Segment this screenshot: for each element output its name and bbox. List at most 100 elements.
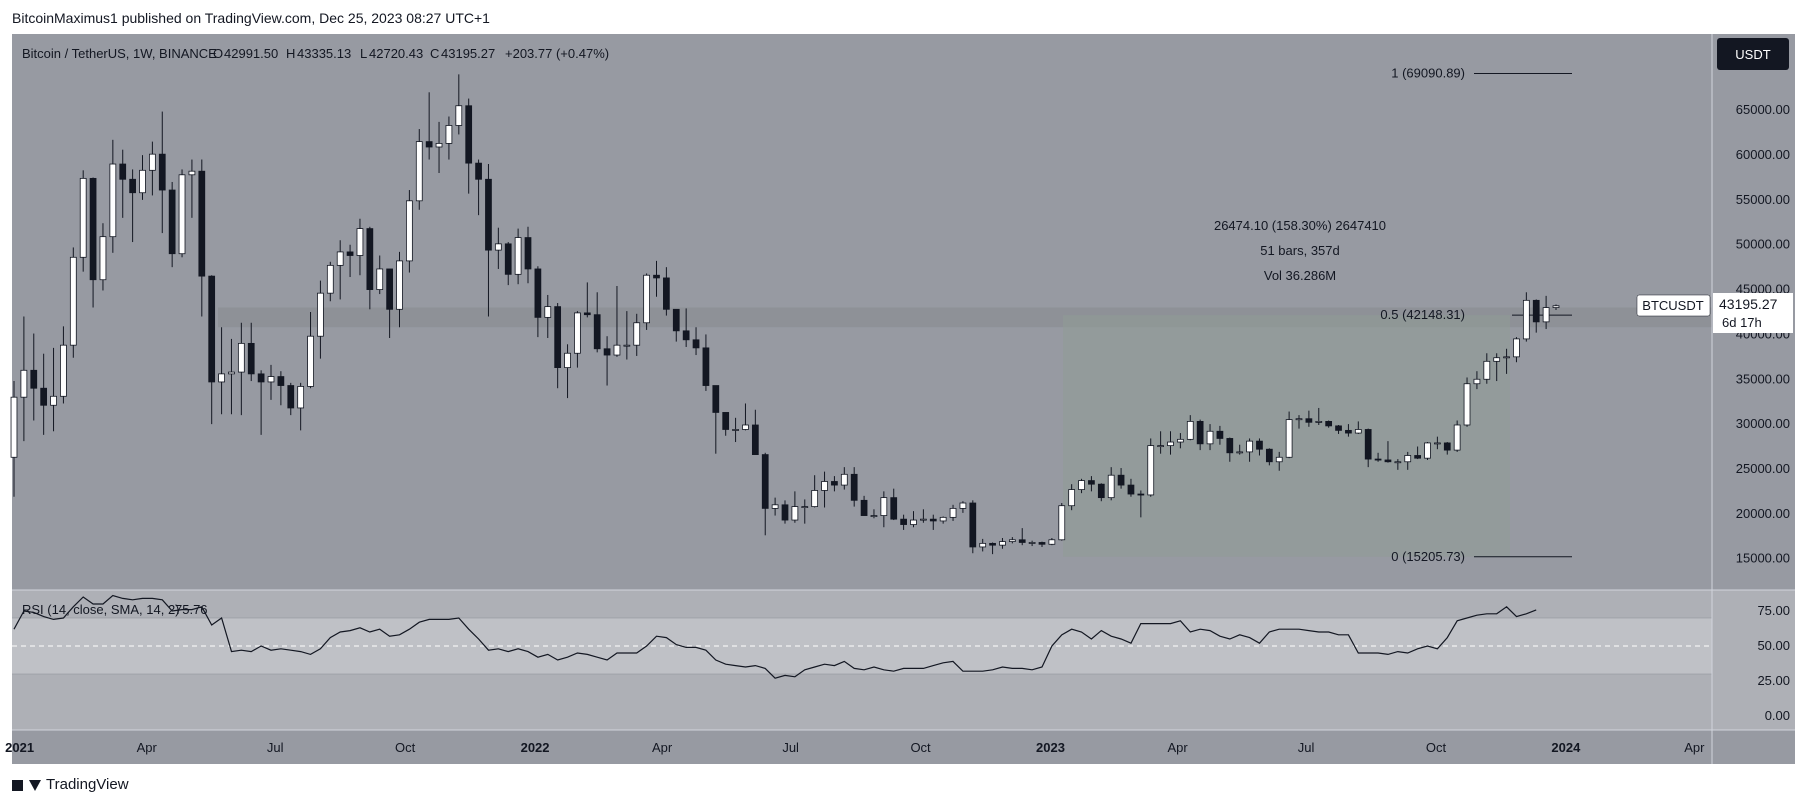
candle-body-bull [742,424,749,430]
candle [801,499,809,524]
candle-body-bull [356,228,364,256]
currency-button[interactable]: USDT [1717,38,1789,70]
candle [1453,420,1461,452]
candle [1424,442,1431,460]
candle-body-bull [109,163,117,238]
candle [60,326,67,404]
candle-body-bull [920,518,927,521]
candle [1364,428,1372,468]
time-tick-label: 2021 [5,740,34,755]
rsi-tick-label: 75.00 [1757,603,1790,618]
candle [692,327,700,356]
candle [40,353,48,435]
candle-body-bear [346,251,354,256]
candle [1315,407,1323,425]
candle [969,500,977,554]
price-tick-label: 15000.00 [1736,551,1790,566]
candle-body-bull [1552,305,1560,308]
candle [1473,371,1481,390]
candle [672,308,680,342]
candle [228,338,235,415]
candle [1463,377,1471,427]
candle [1335,424,1342,434]
ohlc-l-label: L [360,46,367,61]
time-tick-label: Apr [652,740,673,755]
candle-body-bear [1335,425,1342,431]
candle [781,500,789,524]
candle-body-bull [811,490,819,508]
candle-body-bull [494,243,502,251]
candle-body-bull [69,256,77,346]
candle-body-bull [336,251,344,266]
candle-body-bull [801,506,809,509]
candle-body-bear [593,314,601,350]
candle [366,226,374,310]
candle-body-bear [850,473,858,501]
candle [218,327,225,415]
candle-body-bull [1522,299,1530,340]
time-axis[interactable] [12,730,1795,764]
candle-body-bear [1265,448,1273,463]
candle-body-bear [603,348,611,356]
time-tick-label: Jul [782,740,799,755]
candle-body-bear [287,385,295,409]
candle-body-bull [1078,480,1085,490]
candle-body-bull [1008,539,1016,542]
candle [99,223,107,291]
candle [1404,451,1412,470]
current-price-badge[interactable]: BTCUSDT 43195.27 6d 17h [1636,293,1793,333]
candle-body-bear [929,518,937,522]
time-tick-label: Apr [1684,740,1705,755]
candle [890,488,898,521]
candle [840,467,848,490]
candle-body-bear [1216,430,1224,439]
candle [475,159,482,216]
candle-body-bear [1097,483,1105,499]
candle-body-bull [60,344,67,397]
candle-body-bear [1384,459,1392,463]
candle-body-bear [247,342,255,375]
measure-line1: 26474.10 (158.30%) 2647410 [1214,218,1386,233]
rsi-scale[interactable] [1712,590,1795,730]
candle-body-bull [514,237,522,275]
candle-body-bull [1295,418,1303,421]
candle-body-bear [1256,440,1263,450]
candle-body-bear [257,373,265,383]
candle-body-bear [524,237,532,270]
ohlc-c-label: C [430,46,439,61]
candle-body-bull [564,352,571,369]
candle [761,452,769,536]
candle [811,475,819,508]
time-tick-label: Apr [1167,740,1188,755]
ohlc-change: +203.77 (+0.47%) [505,46,609,61]
currency-button-label: USDT [1735,47,1770,62]
candle [633,313,641,356]
candle-body-bull [870,515,878,517]
candle-body-bear [1305,418,1313,423]
candle [1038,541,1046,547]
candle [821,471,828,508]
candle-body-bear [554,306,562,368]
candle-body-bull [445,125,453,144]
candle [544,294,552,339]
candle [1226,437,1234,462]
candle-body-bull [1493,357,1501,362]
candle [1206,424,1214,451]
time-tick-label: Apr [137,740,158,755]
candle [1088,476,1095,492]
symbol-legend[interactable]: Bitcoin / TetherUS, 1W, BINANCE [22,46,217,61]
candle-body-bear [534,268,542,318]
candle [267,364,275,400]
candle-body-bear [1345,429,1352,434]
candle [870,509,878,519]
rsi-legend[interactable]: RSI (14, close, SMA, 14, 2) [22,602,180,617]
candle [702,334,710,391]
candle [583,282,591,318]
candle [1443,442,1451,455]
candle [663,267,670,316]
candle-body-bull [20,369,28,398]
candle [1483,353,1491,384]
candle [514,228,522,285]
candle [791,491,799,523]
